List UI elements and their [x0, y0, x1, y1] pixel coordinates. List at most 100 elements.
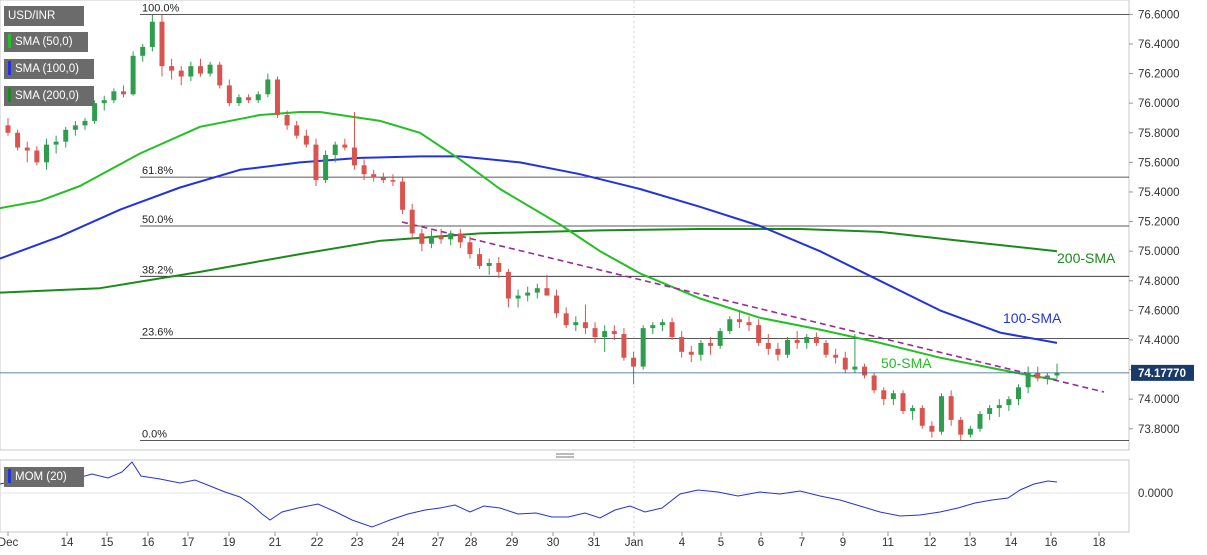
- candle-body: [939, 396, 945, 432]
- bearish-candle: [823, 339, 829, 358]
- sma200-legend[interactable]: SMA (200,0): [4, 86, 94, 106]
- time-tick-label: 16: [1045, 537, 1058, 549]
- candle-body: [197, 66, 203, 74]
- bearish-candle: [544, 274, 550, 296]
- candle-body: [862, 366, 868, 376]
- candle-body: [380, 177, 386, 181]
- candle-body: [486, 263, 492, 266]
- bullish-candle: [890, 390, 896, 406]
- bearish-candle: [919, 405, 925, 429]
- sma100-annotation: 100-SMA: [1003, 310, 1062, 326]
- sma100-legend[interactable]: SMA (100,0): [4, 59, 94, 79]
- bearish-candle: [217, 61, 223, 89]
- price-tick-label: 75.4000: [1138, 187, 1180, 199]
- time-tick-label: 17: [182, 537, 195, 549]
- candle-body: [794, 339, 800, 343]
- price-tick-label: 73.8000: [1138, 424, 1180, 436]
- bullish-candle: [332, 141, 338, 163]
- time-tick-label: 21: [269, 537, 282, 549]
- candle-body: [188, 66, 194, 77]
- price-tick-label: 76.6000: [1138, 9, 1180, 21]
- candle-body: [274, 79, 280, 115]
- candle-body: [611, 331, 617, 335]
- bearish-candle: [1035, 366, 1041, 382]
- candle-body: [1054, 372, 1060, 376]
- time-tick-label: 30: [547, 537, 560, 549]
- candle-body: [977, 413, 983, 429]
- symbol-label: USD/INR: [4, 6, 84, 26]
- bearish-candle: [582, 304, 588, 335]
- bearish-candle: [746, 316, 752, 332]
- time-tick-label: 12: [924, 537, 937, 549]
- bearish-candle: [197, 58, 203, 77]
- fibonacci-label: 0.0%: [142, 429, 167, 441]
- bullish-candle: [486, 258, 492, 275]
- candle-body: [1016, 387, 1022, 400]
- price-tick-label: 76.2000: [1138, 69, 1180, 81]
- price-tick-label: 76.4000: [1138, 39, 1180, 51]
- bullish-candle: [939, 393, 945, 435]
- time-tick-label: 14: [61, 537, 74, 549]
- candle-body: [823, 342, 829, 355]
- bullish-candle: [63, 126, 69, 148]
- bullish-candle: [92, 100, 98, 124]
- bullish-candle: [323, 150, 329, 184]
- bullish-candle: [1044, 372, 1050, 385]
- bearish-candle: [958, 416, 964, 441]
- time-axis[interactable]: Dec 14 15 16 17 19 21 22 23 24 27 28 29 30 31 Jan 4 5 6 7 9 1…: [0, 532, 1105, 549]
- candle-body: [833, 354, 839, 358]
- candle-body: [544, 288, 550, 296]
- candle-body: [871, 375, 877, 391]
- candle-body: [1006, 399, 1012, 406]
- price-panel-border: [0, 0, 1130, 451]
- price-tick-label: 76.0000: [1138, 98, 1180, 110]
- bullish-candle: [111, 88, 117, 104]
- bearish-candle: [775, 342, 781, 361]
- sma100-swatch: [8, 61, 11, 75]
- bullish-candle: [727, 316, 733, 335]
- time-tick-label: 24: [392, 537, 405, 549]
- bullish-candle: [910, 405, 916, 420]
- bullish-candle: [149, 14, 155, 52]
- candle-body: [659, 322, 665, 326]
- bullish-candle: [804, 334, 810, 349]
- candle-body: [582, 322, 588, 329]
- candle-body: [631, 357, 637, 367]
- bearish-candle: [794, 331, 800, 349]
- candle-body: [284, 115, 290, 126]
- candle-body: [967, 428, 973, 435]
- sma50-legend[interactable]: SMA (50,0): [4, 32, 88, 52]
- sma200-swatch: [8, 88, 11, 102]
- panel-divider[interactable]: [556, 453, 574, 458]
- candle-body: [910, 408, 916, 411]
- bearish-candle: [303, 129, 309, 148]
- bullish-candle: [43, 138, 49, 170]
- candle-body: [804, 337, 810, 343]
- bullish-candle: [1006, 396, 1012, 411]
- candle-body: [323, 154, 329, 181]
- bearish-candle: [313, 138, 319, 187]
- candle-body: [34, 150, 40, 163]
- time-tick-label: 19: [223, 537, 236, 549]
- fibonacci-levels: 100.0% 61.8% 50.0% 38.2% 23.6% 0.0%: [140, 2, 1129, 442]
- candle-body: [265, 79, 271, 95]
- bearish-candle: [226, 79, 232, 107]
- bearish-candle: [900, 390, 906, 414]
- bearish-candle: [120, 85, 126, 98]
- fibonacci-label: 61.8%: [142, 165, 173, 177]
- bullish-candle: [188, 61, 194, 81]
- candle-body: [15, 132, 21, 148]
- sma100-line: [0, 155, 1058, 344]
- fibonacci-label: 50.0%: [142, 214, 173, 226]
- candle-body: [294, 125, 300, 136]
- bearish-candle: [948, 390, 954, 426]
- momentum-line: [0, 461, 1058, 528]
- candle-body: [688, 351, 694, 355]
- bullish-candle: [573, 316, 579, 332]
- momentum-legend[interactable]: MOM (20): [4, 467, 84, 487]
- bearish-candle: [24, 141, 30, 163]
- price-axis[interactable]: 76.6000 76.4000 76.2000 76.0000 75.8000 75.60…: [1129, 9, 1180, 436]
- bullish-candle: [265, 73, 271, 98]
- candle-body: [775, 348, 781, 355]
